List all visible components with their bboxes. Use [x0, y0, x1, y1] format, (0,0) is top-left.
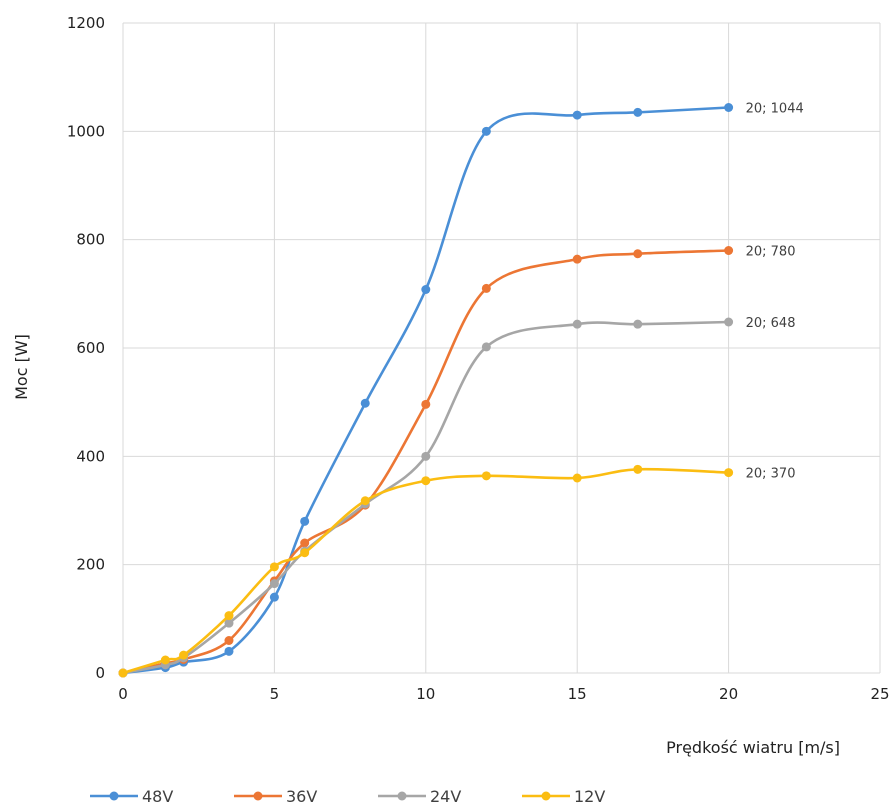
data-point-48v [269, 592, 279, 602]
y-tick-label: 400 [76, 447, 105, 465]
data-point-48v [224, 646, 234, 656]
data-point-24v [421, 451, 431, 461]
data-point-36v [421, 399, 431, 409]
data-point-12v [300, 548, 310, 558]
data-point-48v [481, 126, 491, 136]
data-point-24v [481, 342, 491, 352]
data-point-36v [481, 283, 491, 293]
data-label-12v: 20; 370 [746, 467, 796, 482]
x-tick-label: 10 [416, 685, 435, 703]
x-tick-label: 15 [568, 685, 587, 703]
data-label-48v: 20; 1044 [746, 102, 804, 117]
data-point-12v [118, 668, 128, 678]
legend: 48V 36V 24V 12V [90, 787, 605, 806]
x-tick-label: 5 [270, 685, 280, 703]
data-point-24v [572, 319, 582, 329]
data-point-24v [724, 317, 734, 327]
data-point-36v [572, 254, 582, 264]
x-axis-title: Prędkość wiatru [m/s] [666, 738, 840, 757]
data-label-24v: 20; 648 [746, 316, 796, 331]
data-point-24v [269, 579, 279, 589]
data-point-12v [724, 468, 734, 478]
data-point-24v [224, 618, 234, 628]
legend-swatch-marker [253, 791, 263, 801]
data-labels: 20; 1044 20; 780 20; 648 20; 370 [746, 102, 804, 482]
series-lines [118, 103, 734, 678]
x-tick-label: 0 [118, 685, 128, 703]
data-point-48v [360, 398, 370, 408]
y-axis-title: Moc [W] [12, 334, 31, 400]
data-point-12v [179, 650, 189, 660]
legend-entry-36v: 36V [286, 787, 317, 806]
legend-swatch-marker [109, 791, 119, 801]
data-point-36v [224, 636, 234, 645]
data-point-48v [724, 103, 734, 112]
y-tick-label: 0 [95, 664, 105, 682]
x-tick-label: 25 [870, 685, 889, 703]
data-label-36v: 20; 780 [746, 245, 796, 260]
x-tick-label: 20 [719, 685, 738, 703]
y-tick-label: 600 [76, 339, 105, 357]
legend-entry-24v: 24V [430, 787, 461, 806]
legend-swatch-marker [541, 791, 551, 801]
data-point-12v [572, 473, 582, 483]
data-point-36v [724, 246, 734, 255]
y-tick-label: 800 [76, 231, 105, 249]
data-point-48v [300, 516, 310, 526]
gridlines [122, 22, 881, 674]
data-point-48v [572, 110, 582, 120]
legend-entry-12v: 12V [574, 787, 605, 806]
tick-labels: 0 5 10 15 20 25 0 200 400 600 800 1000 1200 [67, 14, 890, 703]
data-point-48v [421, 285, 431, 294]
data-point-12v [269, 562, 279, 572]
data-point-12v [421, 476, 431, 486]
y-tick-label: 200 [76, 556, 105, 574]
y-tick-label: 1000 [67, 122, 105, 140]
data-point-12v [481, 471, 491, 481]
data-point-36v [300, 538, 310, 548]
data-point-12v [160, 655, 170, 665]
y-tick-label: 1200 [67, 14, 105, 32]
legend-entry-48v: 48V [142, 787, 173, 806]
data-point-24v [633, 319, 643, 329]
data-point-12v [224, 611, 234, 621]
data-point-36v [633, 249, 643, 259]
data-point-12v [360, 496, 370, 506]
legend-swatch-marker [397, 791, 407, 801]
data-point-12v [633, 464, 643, 474]
data-point-48v [633, 107, 643, 117]
